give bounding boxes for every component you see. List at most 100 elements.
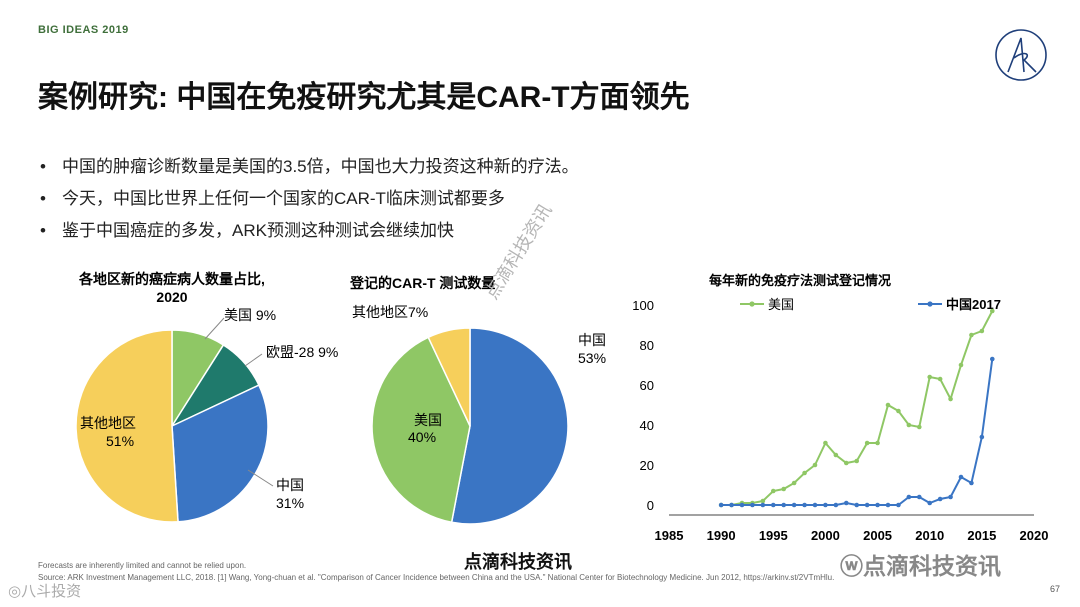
bullet-text: 中国的肿瘤诊断数量是美国的3.5倍，中国也大力投资这种新的疗法。 [62, 157, 579, 176]
watermark-caption: 点滴科技资讯 [464, 552, 572, 572]
chart-title-year: 2020 [156, 289, 187, 305]
pie-slice-1 [371, 336, 471, 524]
data-point [770, 502, 776, 508]
data-point [823, 502, 828, 508]
data-point [958, 362, 964, 368]
bullet-item: • 中国的肿瘤诊断数量是美国的3.5倍，中国也大力投资这种新的疗法。 [40, 157, 579, 176]
chart-title: 每年新的免疫疗法测试登记情况 [709, 273, 891, 288]
pie-slices [371, 327, 569, 525]
data-point [958, 474, 964, 480]
footnote-disclaimer: Forecasts are inherently limited and can… [38, 561, 247, 570]
y-tick-label: 40 [640, 418, 654, 433]
data-point [896, 408, 901, 414]
data-point [843, 460, 849, 466]
data-point [927, 500, 933, 506]
data-point [739, 502, 745, 508]
slice-label-china: 中国 [578, 332, 606, 348]
data-point [791, 480, 797, 486]
data-point [760, 502, 766, 508]
watermark-wechat: ⓦ点滴科技资讯 [840, 547, 1001, 581]
pie-slice-2 [171, 384, 269, 523]
slice-pct-usa: 40% [408, 429, 436, 445]
slice-label-other: 其他地区 [80, 415, 136, 431]
data-point [875, 502, 880, 508]
data-point [781, 486, 787, 492]
pie-slice-0 [450, 327, 569, 525]
data-point [916, 494, 922, 500]
series-lines [718, 308, 995, 508]
page-title: 案例研究: 中国在免疫研究尤其是CAR-T方面领先 [38, 81, 690, 114]
chart-title: 登记的CAR-T 测试数量 [349, 275, 495, 291]
registrations-line-chart: 每年新的免疫疗法测试登记情况 美国 中国2017 1985 1990 1995 200… [632, 273, 1048, 543]
data-point [854, 458, 860, 464]
watermark-text: 点滴科技资讯 [863, 553, 1001, 579]
leader-line [204, 317, 225, 340]
data-point [969, 332, 974, 338]
data-point [937, 496, 943, 502]
data-point [989, 356, 995, 362]
data-point [750, 502, 755, 508]
data-point [937, 376, 943, 382]
watermark-text: 八斗投资 [21, 583, 82, 600]
axes: 1985 1990 1995 2000 2005 2010 2015 2020 0 20 40 60 8… [632, 298, 1048, 543]
legend: 美国 中国2017 [740, 297, 1001, 312]
data-point [896, 502, 901, 508]
data-point [770, 488, 776, 494]
legend-label-usa: 美国 [768, 297, 794, 312]
bullet-text: 鉴于中国癌症的多发，ARK预测这种测试会继续加快 [62, 221, 454, 240]
cancer-share-pie-chart: 各地区新的癌症病人数量占比, 2020 美国 9% 欧盟-28 9% 中国 31… [75, 271, 338, 523]
data-point [979, 328, 985, 334]
data-point [823, 440, 828, 446]
data-point [729, 502, 734, 508]
data-point [906, 422, 912, 428]
data-point [875, 440, 880, 446]
data-point [916, 424, 922, 430]
data-point [927, 374, 933, 380]
series-line-1 [721, 358, 994, 506]
data-point [885, 502, 891, 508]
x-tick-label: 2015 [967, 528, 996, 543]
data-point [969, 480, 974, 486]
x-tick-label: 2000 [811, 528, 840, 543]
data-point [864, 440, 870, 446]
data-point [760, 498, 766, 504]
data-point [802, 502, 807, 508]
legend-marker-china [927, 301, 933, 307]
data-point [885, 402, 891, 408]
data-point [791, 502, 797, 508]
x-tick-label: 1995 [759, 528, 788, 543]
slice-label-eu: 欧盟-28 9% [266, 344, 338, 360]
x-tick-label: 2005 [863, 528, 892, 543]
data-point [979, 434, 985, 440]
pie-slice-2 [427, 327, 471, 427]
data-point [989, 308, 995, 314]
data-point [802, 470, 807, 476]
data-point [906, 494, 912, 500]
data-point [833, 452, 839, 458]
footnote-source: Source: ARK Investment Management LLC, 2… [38, 573, 835, 582]
series-line-0 [721, 310, 994, 506]
cart-trials-pie-chart: 登记的CAR-T 测试数量 中国 53% 美国 40% 其他地区7% [349, 275, 606, 525]
data-point [843, 500, 849, 506]
data-point [718, 502, 724, 508]
leader-line [244, 353, 263, 367]
chart-title: 各地区新的癌症病人数量占比, [78, 271, 265, 287]
y-tick-label: 20 [640, 458, 654, 473]
data-point [812, 462, 818, 468]
y-tick-label: 0 [647, 498, 654, 513]
bullet-text: 今天，中国比世界上任何一个国家的CAR-T临床测试都要多 [62, 189, 505, 208]
watermark-corner: ◎八斗投资 [8, 580, 81, 601]
bullet-item: • 今天，中国比世界上任何一个国家的CAR-T临床测试都要多 [40, 189, 505, 208]
slice-label-usa: 美国 9% [224, 307, 276, 323]
data-point [864, 502, 870, 508]
slice-pct-china: 53% [578, 350, 606, 366]
y-tick-label: 60 [640, 378, 654, 393]
x-tick-label: 2020 [1020, 528, 1049, 543]
slice-label-usa: 美国 [414, 412, 442, 428]
x-tick-label: 1985 [655, 528, 684, 543]
slice-pct-other: 51% [106, 433, 134, 449]
y-tick-label: 80 [640, 338, 654, 353]
slice-pct-china: 31% [276, 495, 304, 511]
slice-label-other: 其他地区7% [352, 304, 428, 320]
y-tick-label: 100 [632, 298, 654, 313]
